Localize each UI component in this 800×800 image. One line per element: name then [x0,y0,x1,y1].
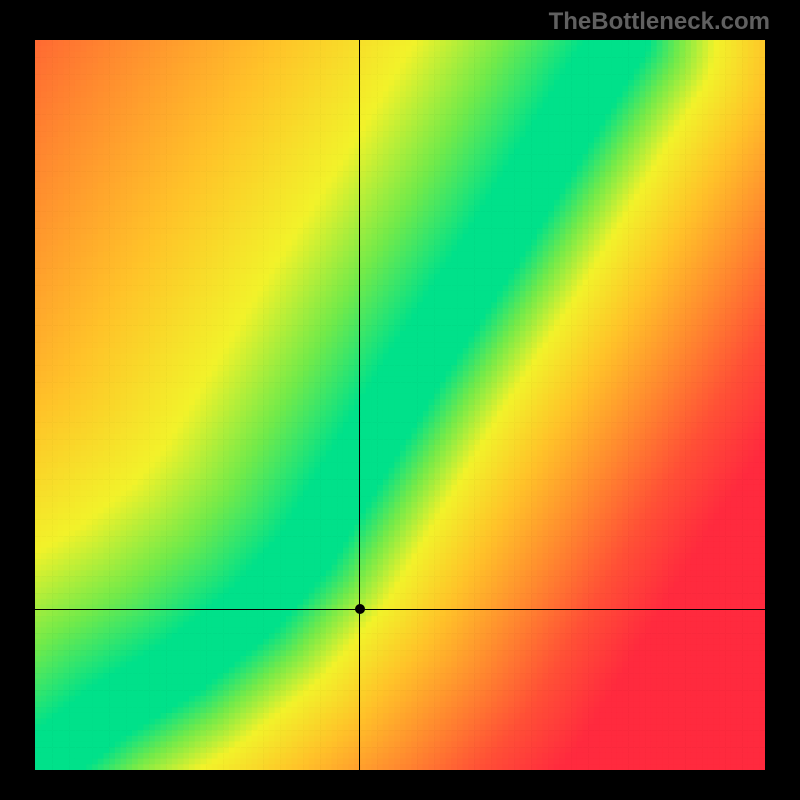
plot-area [35,40,765,770]
chart-container: TheBottleneck.com [0,0,800,800]
heatmap-canvas [35,40,765,770]
watermark-text: TheBottleneck.com [549,8,770,36]
